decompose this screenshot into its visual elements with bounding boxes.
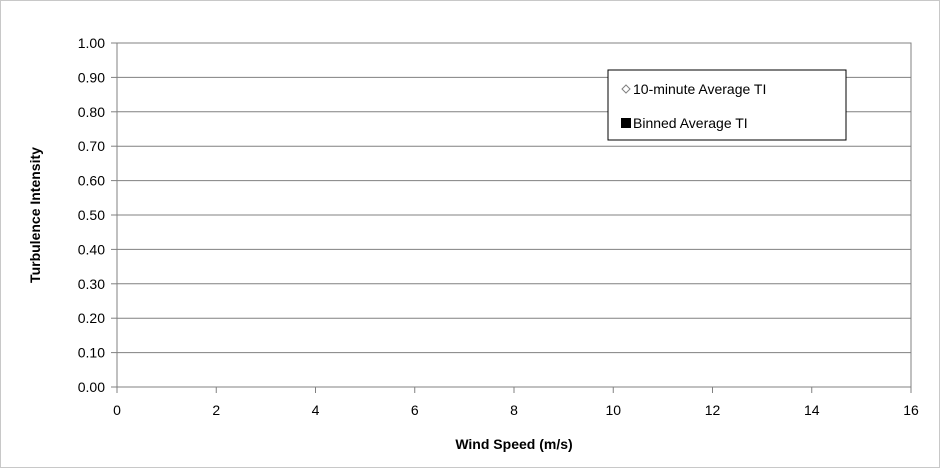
x-tick-label: 4 (312, 402, 320, 418)
x-tick-label: 14 (804, 402, 820, 418)
x-tick-label: 8 (510, 402, 518, 418)
y-tick-label: 0.50 (78, 207, 105, 223)
y-tick-label: 0.10 (78, 345, 105, 361)
x-tick-label: 6 (411, 402, 419, 418)
y-tick-label: 0.80 (78, 104, 105, 120)
y-axis-title: Turbulence Intensity (27, 147, 43, 283)
y-tick-label: 0.20 (78, 310, 105, 326)
x-axis-title: Wind Speed (m/s) (455, 436, 572, 452)
y-tick-label: 1.00 (78, 35, 105, 51)
y-axis: 0.00 0.10 0.20 0.30 0.40 0.50 0.60 0.70 0.80 0.90… (78, 35, 117, 395)
legend-label: Binned Average TI (633, 115, 748, 131)
legend: 10-minute Average TI Binned Average TI (607, 69, 847, 141)
y-tick-label: 0.30 (78, 276, 105, 292)
x-tick-label: 2 (212, 402, 220, 418)
y-tick-label: 0.90 (78, 69, 105, 85)
legend-marker-square (621, 118, 631, 128)
legend-box (607, 69, 847, 141)
x-axis: 0 2 4 6 8 10 12 14 16 (113, 387, 919, 418)
y-tick-label: 0.00 (78, 379, 105, 395)
x-tick-label: 0 (113, 402, 121, 418)
legend-label: 10-minute Average TI (633, 81, 766, 97)
x-tick-label: 12 (705, 402, 721, 418)
legend-marker-diamond (621, 84, 631, 94)
y-tick-label: 0.70 (78, 138, 105, 154)
x-tick-label: 10 (605, 402, 621, 418)
x-tick-label: 16 (903, 402, 919, 418)
y-tick-label: 0.40 (78, 241, 105, 257)
y-tick-label: 0.60 (78, 173, 105, 189)
